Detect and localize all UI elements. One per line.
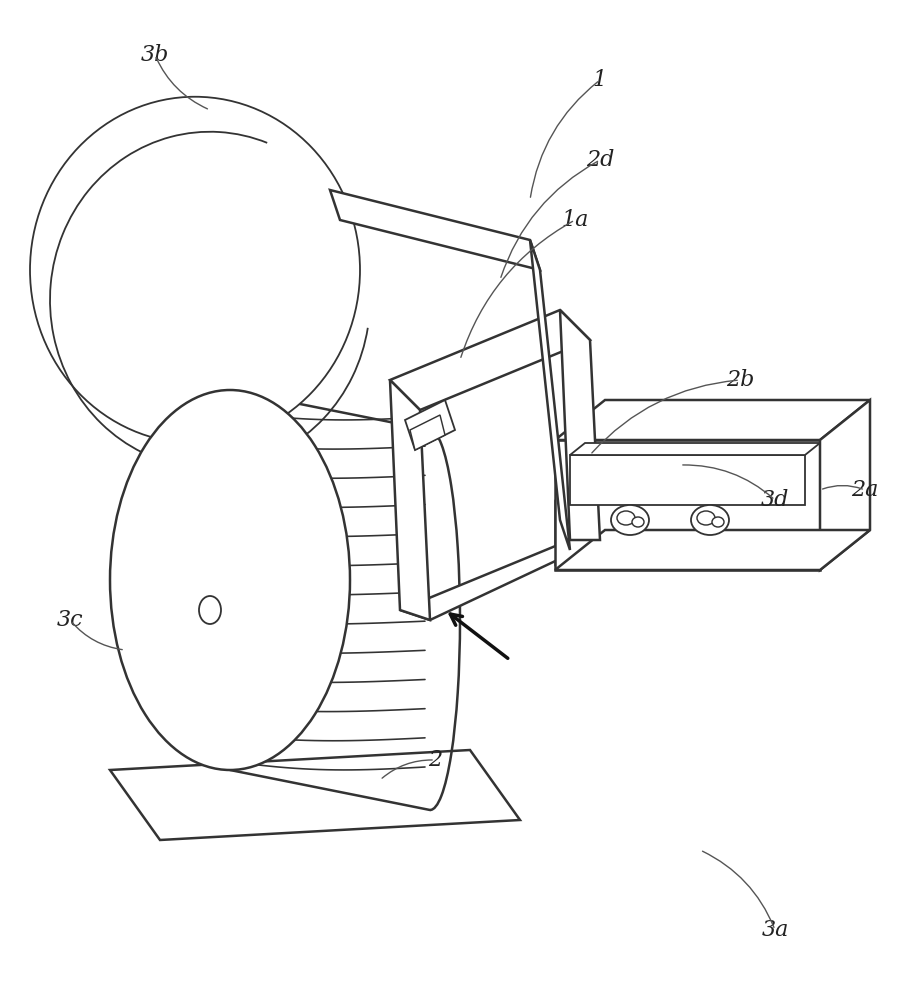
- Text: 2b: 2b: [725, 369, 754, 391]
- Polygon shape: [390, 310, 590, 410]
- Ellipse shape: [30, 97, 360, 443]
- Ellipse shape: [617, 511, 635, 525]
- Polygon shape: [820, 400, 870, 570]
- Polygon shape: [555, 440, 820, 570]
- Ellipse shape: [691, 505, 729, 535]
- Ellipse shape: [712, 517, 724, 527]
- Ellipse shape: [110, 390, 350, 770]
- Polygon shape: [530, 240, 570, 550]
- Text: 2a: 2a: [852, 479, 879, 501]
- Text: 3d: 3d: [761, 489, 789, 511]
- Polygon shape: [555, 530, 870, 570]
- Polygon shape: [330, 190, 540, 270]
- Text: 3a: 3a: [762, 919, 789, 941]
- Polygon shape: [570, 455, 805, 505]
- Polygon shape: [560, 310, 600, 540]
- Text: 3c: 3c: [56, 609, 84, 631]
- Ellipse shape: [199, 596, 221, 624]
- Polygon shape: [410, 415, 445, 450]
- Polygon shape: [555, 400, 870, 440]
- Polygon shape: [400, 540, 600, 620]
- Text: 1: 1: [593, 69, 607, 91]
- Text: 3b: 3b: [141, 44, 169, 66]
- Polygon shape: [110, 750, 520, 840]
- Text: 2: 2: [428, 749, 442, 771]
- Text: 2d: 2d: [585, 149, 614, 171]
- Text: 1a: 1a: [562, 209, 589, 231]
- Polygon shape: [390, 380, 430, 620]
- Polygon shape: [405, 400, 455, 450]
- Ellipse shape: [611, 505, 649, 535]
- Ellipse shape: [632, 517, 644, 527]
- Ellipse shape: [697, 511, 715, 525]
- Polygon shape: [570, 443, 820, 455]
